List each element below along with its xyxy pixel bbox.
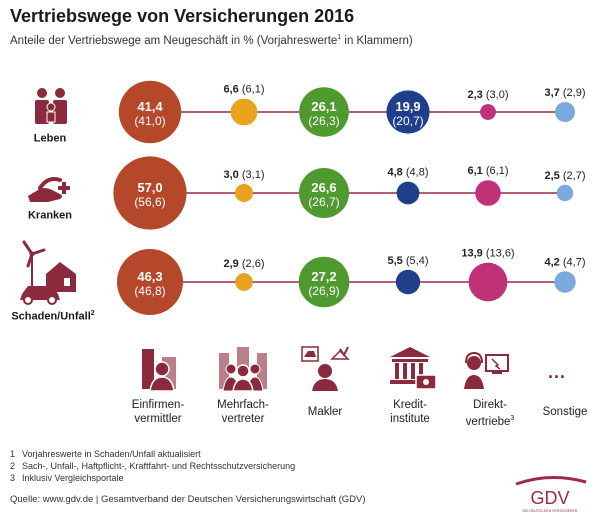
- value-label-kranken-kreditinstitute: 4,8 (4,8): [388, 167, 429, 179]
- category-label-einfirmenvermittler: Einfirmen-vermittler: [131, 399, 185, 425]
- einfirmenvermittler-icon: [142, 349, 176, 392]
- prev-label-leben-kreditinstitute: (20,7): [392, 114, 423, 128]
- subtitle-end: in Klammern): [341, 34, 413, 47]
- bubble-leben-sonstige: [555, 102, 575, 122]
- bubble-chart: 41,4(41,0) 6,6 (6,1) 26,1(26,3) 19,9(20,7) 2…: [113, 80, 586, 315]
- row-label-leben: Leben: [33, 132, 67, 145]
- value-label-leben-kreditinstitute: 19,9: [395, 99, 420, 114]
- makler-icon: [301, 346, 350, 391]
- bubble-leben-kreditinstitute: [386, 90, 430, 134]
- value-label-kranken-mehrfachvertreter: 3,0 (3,1): [224, 169, 265, 181]
- prev-label-schaden-unfall-makler: (26,9): [308, 284, 339, 298]
- bubble-kranken-sonstige: [556, 184, 574, 202]
- bubble-leben-mehrfachvertreter: [230, 98, 258, 126]
- footnote-3: 3 Inklusiv Vergleichsportale: [10, 473, 124, 483]
- mehrfachvertreter-icon: [219, 347, 267, 392]
- bubble-kranken-kreditinstitute: [396, 181, 420, 205]
- bubble-schaden-unfall-einfirmenvermittler: [117, 249, 183, 315]
- row-label-schaden-unfall: Schaden/Unfall2: [11, 310, 95, 323]
- value-label-kranken-makler: 26,6: [311, 180, 336, 195]
- sonstige-icon: ...: [548, 362, 567, 382]
- source-line: Quelle: www.gdv.de | Gesamtverband der D…: [10, 494, 366, 505]
- value-label-kranken-sonstige: 2,5 (2,7): [545, 170, 586, 182]
- bubble-schaden-unfall-sonstige: [554, 271, 576, 293]
- value-label-schaden-unfall-direktvertriebe: 13,9 (13,6): [461, 248, 514, 260]
- value-label-leben-makler: 26,1: [311, 99, 336, 114]
- value-label-schaden-unfall-mehrfachvertreter: 2,9 (2,6): [224, 258, 265, 270]
- bubble-leben-einfirmenvermittler: [118, 80, 182, 144]
- bubble-leben-direktvertriebe: [480, 104, 496, 120]
- bubble-schaden-unfall-kreditinstitute: [395, 269, 421, 295]
- value-label-schaden-unfall-sonstige: 4,2 (4,7): [545, 256, 586, 268]
- prev-label-schaden-unfall-einfirmenvermittler: (46,8): [134, 284, 165, 298]
- value-label-schaden-unfall-makler: 27,2: [311, 269, 336, 284]
- bubble-kranken-makler: [299, 168, 349, 218]
- category-label-kreditinstitute: Kredit-institute: [390, 399, 430, 425]
- prev-label-kranken-einfirmenvermittler: (56,6): [134, 195, 165, 209]
- footnote-2: 2 Sach-, Unfall-, Haftpflicht-, Kraftfahr…: [10, 461, 296, 471]
- subtitle-text: Anteile der Vertriebswege am Neugeschäft…: [10, 34, 338, 47]
- svg-text:DIE DEUTSCHEN VERSICHERER: DIE DEUTSCHEN VERSICHERER: [523, 509, 578, 513]
- value-label-kranken-einfirmenvermittler: 57,0: [137, 180, 162, 195]
- bubble-kranken-einfirmenvermittler: [113, 156, 187, 230]
- value-label-leben-direktvertriebe: 2,3 (3,0): [468, 89, 509, 101]
- bubble-leben-makler: [299, 87, 349, 137]
- bubble-kranken-direktvertriebe: [475, 180, 501, 206]
- category-label-mehrfachvertreter: Mehrfach-vertreter: [217, 399, 269, 425]
- svg-text:GDV: GDV: [530, 488, 569, 508]
- gdv-logo: GDV DIE DEUTSCHEN VERSICHERER: [515, 475, 587, 513]
- bubble-schaden-unfall-direktvertriebe: [468, 262, 508, 302]
- bubble-kranken-mehrfachvertreter: [235, 184, 253, 202]
- category-label-direktvertriebe: Direkt-vertriebe3: [465, 399, 515, 428]
- category-label-sonstige: Sonstige: [542, 406, 588, 418]
- schaden-unfall-icon: [20, 240, 76, 305]
- value-label-leben-sonstige: 3,7 (2,9): [545, 87, 586, 99]
- value-label-schaden-unfall-einfirmenvermittler: 46,3: [137, 269, 162, 284]
- value-label-kranken-direktvertriebe: 6,1 (6,1): [468, 165, 509, 177]
- bubble-schaden-unfall-mehrfachvertreter: [235, 273, 253, 291]
- chart-subtitle: Anteile der Vertriebswege am Neugeschäft…: [10, 34, 413, 47]
- prev-label-kranken-makler: (26,7): [308, 195, 339, 209]
- prev-label-leben-einfirmenvermittler: (41,0): [134, 114, 165, 128]
- prev-label-leben-makler: (26,3): [308, 114, 339, 128]
- bubble-schaden-unfall-makler: [298, 256, 350, 308]
- value-label-leben-einfirmenvermittler: 41,4: [137, 99, 163, 114]
- footnote-1: 1 Vorjahreswerte in Schaden/Unfall aktual…: [10, 449, 201, 459]
- kreditinstitute-icon: [390, 347, 437, 390]
- subtitle-footnote-mark: 1: [337, 34, 342, 41]
- row-label-kranken: Kranken: [27, 209, 73, 222]
- chart-title: Vertriebswege von Versicherungen 2016: [10, 6, 355, 26]
- value-label-schaden-unfall-kreditinstitute: 5,5 (5,4): [388, 255, 429, 267]
- kranken-icon: [28, 177, 70, 202]
- category-label-makler: Makler: [307, 406, 343, 418]
- leben-icon: [35, 88, 67, 124]
- footnotes: 1 Vorjahreswerte in Schaden/Unfall aktual…: [10, 448, 295, 484]
- direktvertriebe-icon: [464, 351, 509, 389]
- value-label-leben-mehrfachvertreter: 6,6 (6,1): [224, 84, 265, 96]
